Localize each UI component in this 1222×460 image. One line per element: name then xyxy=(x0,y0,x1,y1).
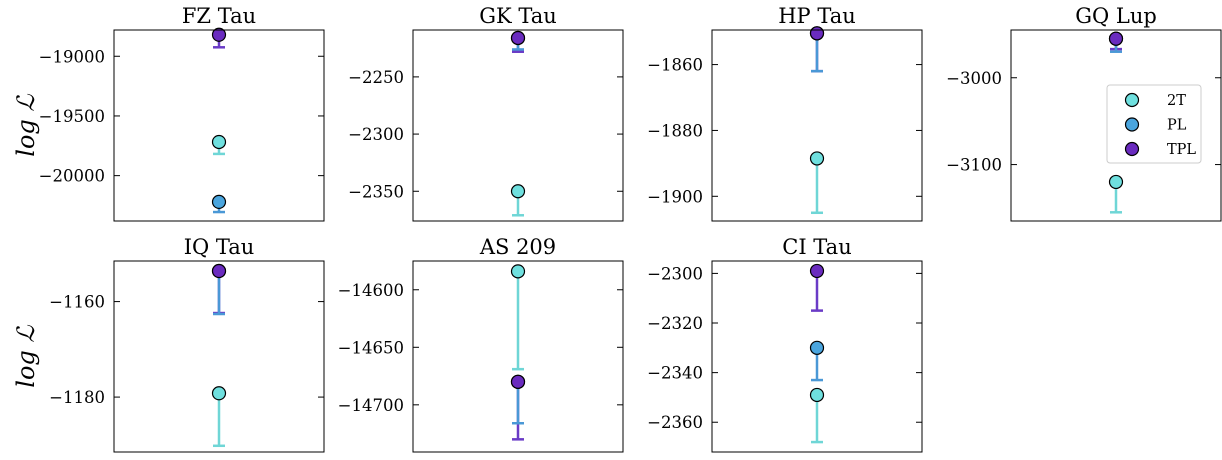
y-tick-label: −2350 xyxy=(348,182,404,201)
panel-title: FZ Tau xyxy=(182,4,256,28)
chart-panel: FZ Tau −19000 −19500 −20000 log ℒ xyxy=(12,4,325,222)
data-point-tpl xyxy=(809,26,825,41)
data-point-2t xyxy=(510,184,526,199)
y-tick-label: −14650 xyxy=(338,338,404,357)
y-tick-label: −1180 xyxy=(49,388,105,407)
y-tick-label: −2340 xyxy=(647,364,703,383)
y-tick-label: −1880 xyxy=(647,121,703,140)
chart-panel: GK Tau −2250 −2300 −2350 xyxy=(348,4,624,222)
data-point-tpl xyxy=(211,27,227,42)
y-tick-label: −1860 xyxy=(647,56,703,75)
data-point-pl xyxy=(211,194,227,209)
axes-frame xyxy=(1010,29,1222,222)
panel-title: GK Tau xyxy=(479,4,557,28)
axes-frame xyxy=(113,260,325,453)
data-point-2t xyxy=(809,151,825,166)
data-point-tpl xyxy=(510,374,526,389)
axes-frame xyxy=(711,29,923,222)
data-point-2t xyxy=(211,386,227,401)
panel-title: CI Tau xyxy=(782,235,851,259)
y-tick-label: −1160 xyxy=(49,293,105,312)
y-tick-label: −3100 xyxy=(946,156,1002,175)
y-tick-label: −2300 xyxy=(647,264,703,283)
chart-panel: AS 209 −14600 −14650 −14700 xyxy=(338,235,624,453)
data-point-pl xyxy=(809,340,825,355)
legend: 2T PL TPL xyxy=(1106,84,1202,164)
y-tick-label: −14700 xyxy=(338,396,404,415)
panel-title: AS 209 xyxy=(479,235,556,259)
y-tick-label: −19500 xyxy=(39,107,105,126)
axes-frame xyxy=(412,29,624,222)
data-point-2t xyxy=(211,134,227,150)
panel-title: HP Tau xyxy=(778,4,856,28)
panel-title: IQ Tau xyxy=(184,235,255,259)
y-tick-label: −2250 xyxy=(348,68,404,87)
chart-panel: IQ Tau −1160 −1180 log ℒ xyxy=(12,235,325,453)
data-point-tpl xyxy=(809,263,825,279)
legend-label: TPL xyxy=(1167,142,1196,158)
legend-label: 2T xyxy=(1167,93,1186,109)
data-point-2t xyxy=(510,264,526,279)
data-point-tpl xyxy=(211,263,227,279)
y-tick-label: −1900 xyxy=(647,187,703,206)
panel-title: GQ Lup xyxy=(1075,4,1157,28)
axes-frame xyxy=(412,260,624,453)
chart-panel: GQ Lup −3000 −3100 xyxy=(946,4,1222,222)
y-axis-label: log ℒ xyxy=(12,94,40,157)
y-tick-label: −19000 xyxy=(39,47,105,66)
data-point-tpl xyxy=(510,30,526,46)
data-point-tpl xyxy=(1108,31,1124,46)
axes-frame xyxy=(113,29,325,222)
legend-label: PL xyxy=(1167,118,1187,134)
y-tick-label: −3000 xyxy=(946,69,1002,88)
y-tick-label: −14600 xyxy=(338,281,404,300)
data-point-2t xyxy=(1108,174,1124,190)
legend-marker xyxy=(1124,117,1140,132)
chart-panel: HP Tau −1860 −1880 −1900 xyxy=(647,4,923,222)
legend-marker xyxy=(1124,92,1140,108)
y-tick-label: −2320 xyxy=(647,314,703,333)
y-tick-label: −20000 xyxy=(39,167,105,186)
y-axis-label: log ℒ xyxy=(12,325,40,388)
axes-frame xyxy=(711,260,923,453)
legend-marker xyxy=(1124,141,1140,157)
data-point-2t xyxy=(809,387,825,403)
y-tick-label: −2300 xyxy=(348,125,404,144)
y-tick-label: −2360 xyxy=(647,413,703,432)
chart-panel: CI Tau −2300 −2320 −2340 −2360 xyxy=(647,235,923,453)
